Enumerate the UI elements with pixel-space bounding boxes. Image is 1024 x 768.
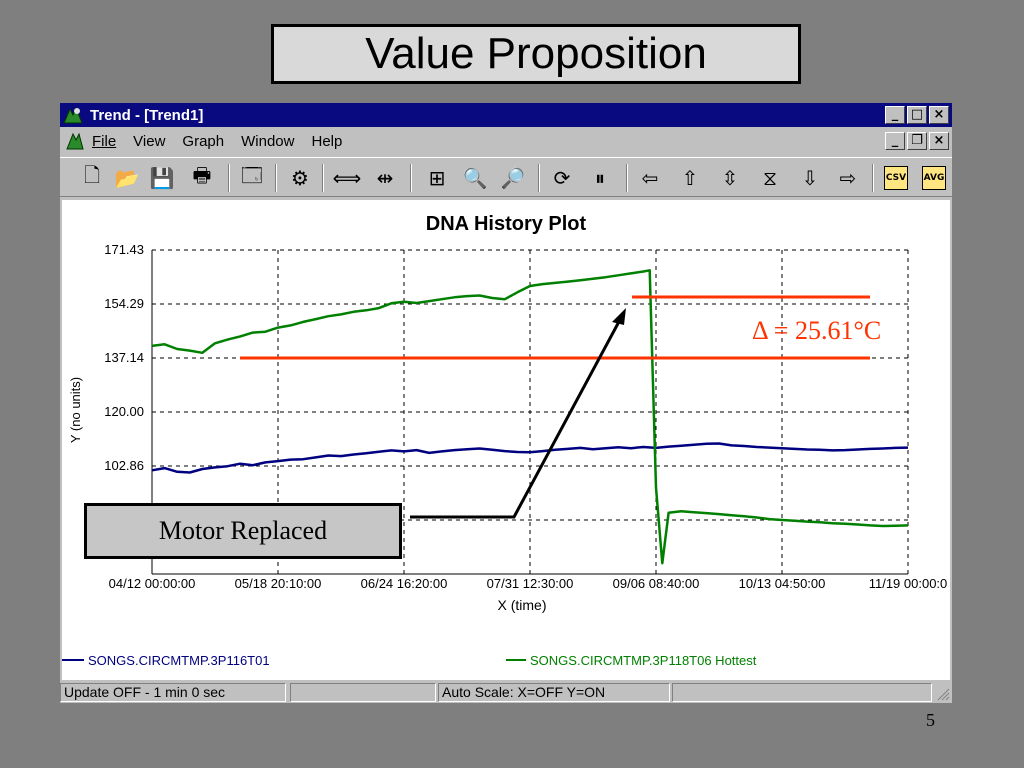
arrow-right-icon[interactable]: ⇨ [839,166,857,190]
x-tick-label: 07/31 12:30:00 [487,576,574,591]
properties-icon[interactable]: ⚙ [291,166,309,190]
series-line-2 [151,269,909,565]
page-number: 5 [926,710,935,730]
annotation-pointer-line [410,315,624,519]
csv-export-icon[interactable]: CSV [884,166,908,190]
y-axis-label: Y (no units) [68,377,83,443]
menu-bar: File View Graph Window Help _ ❐ × [60,129,952,153]
y-tick-label: 171.43 [104,242,144,257]
menu-graph[interactable]: Graph [182,132,225,150]
menu-view[interactable]: View [133,132,166,150]
window-titlebar[interactable]: Trend - [Trend1] _ □ × [60,103,952,127]
legend: SONGS.CIRCMTMP.3P116T01 SONGS.CIRCMTMP.3… [62,653,757,668]
legend-series-1: SONGS.CIRCMTMP.3P116T01 [88,653,270,668]
dna-history-chart: DNA History Plot Y (no units) X (time) 1… [62,213,948,668]
trend-app-icon [63,106,83,124]
x-tick-label: 11/19 00:00:0 [869,576,948,591]
preview-icon[interactable]: 🗔 [241,163,263,187]
y-tick-label: 102.86 [104,458,144,473]
zoom-out-icon[interactable]: 🔎 [500,166,526,190]
menu-window[interactable]: Window [241,132,295,150]
refresh-icon[interactable]: ⟳ [553,166,571,190]
x-tick-label: 05/18 20:10:00 [235,576,322,591]
slide-title: Value Proposition [271,24,801,84]
x-axis-label: X (time) [498,597,547,613]
menu-help[interactable]: Help [311,132,343,150]
toolbar: 🗋 📂 💾 🖶 🗔 ⚙ ⟺ ⇹ ⊞ 🔍 🔎 ⟳ ⏸ ⇦ ⇧ ⇳ ⧖ ⇩ ⇨ CS… [60,157,952,197]
delta-label: Δ = 25.61°C [752,316,881,345]
zoom-in-icon[interactable]: 🔍 [462,166,488,190]
y-tick-label: 154.29 [104,296,144,311]
status-bar: Update OFF - 1 min 0 sec Auto Scale: X=O… [60,681,952,703]
status-autoscale: Auto Scale: X=OFF Y=ON [438,683,670,702]
series-line-1 [151,442,909,474]
open-icon[interactable]: 📂 [114,166,140,190]
window-title: Trend - [Trend1] [90,106,204,124]
trend-app-window: Trend - [Trend1] _ □ × File View Graph W… [60,103,952,703]
save-icon[interactable]: 💾 [149,166,175,190]
doc-restore-button[interactable]: ❐ [907,132,927,150]
avg-icon[interactable]: AVG [922,166,946,190]
y-tick-label: 137.14 [104,350,144,365]
legend-series-2: SONGS.CIRCMTMP.3P118T06 Hottest [530,653,757,668]
x-tick-label: 06/24 16:20:00 [361,576,448,591]
plot-area[interactable]: DNA History Plot Y (no units) X (time) 1… [62,200,950,680]
maximize-button[interactable]: □ [907,106,927,124]
print-icon[interactable]: 🖶 [192,163,212,187]
fit-all-icon[interactable]: ⊞ [428,166,446,190]
resize-grip-icon[interactable] [934,685,950,701]
compress-vertical-icon[interactable]: ⧖ [762,166,778,190]
x-tick-label: 04/12 00:00:00 [109,576,196,591]
motor-replaced-annotation: Motor Replaced [84,503,402,559]
arrow-down-icon[interactable]: ⇩ [801,166,819,190]
arrow-left-icon[interactable]: ⇦ [641,166,659,190]
compress-horizontal-icon[interactable]: ⇹ [376,166,394,190]
doc-close-button[interactable]: × [929,132,949,150]
x-tick-label: 09/06 08:40:00 [613,576,700,591]
close-button[interactable]: × [929,106,949,124]
expand-horizontal-icon[interactable]: ⟺ [332,166,362,190]
status-empty-cell-2 [672,683,932,702]
new-icon[interactable]: 🗋 [83,163,101,187]
document-icon [66,132,84,150]
minimize-button[interactable]: _ [885,106,905,124]
status-empty-cell [290,683,436,702]
menu-file[interactable]: File [92,132,117,150]
status-update: Update OFF - 1 min 0 sec [60,683,286,702]
y-tick-label: 120.00 [104,404,144,419]
x-tick-label: 10/13 04:50:00 [739,576,826,591]
doc-minimize-button[interactable]: _ [885,132,905,150]
chart-title: DNA History Plot [426,213,587,235]
arrow-up-icon[interactable]: ⇧ [681,166,699,190]
expand-vertical-icon[interactable]: ⇳ [721,166,739,190]
annotation-arrowhead [612,308,626,325]
pause-icon[interactable]: ⏸ [595,166,605,190]
